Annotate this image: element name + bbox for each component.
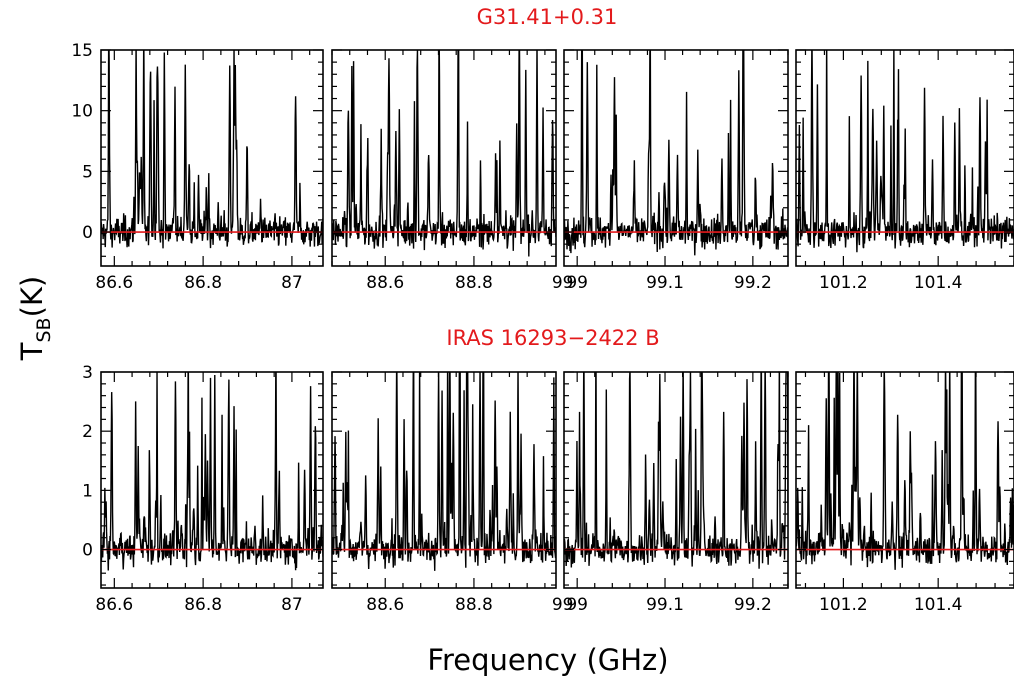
x-tick-label: 86.8 [184, 595, 222, 615]
y-axis-subscript: SB [33, 317, 55, 342]
panel-frame [331, 49, 557, 267]
x-tick-label: 101.2 [819, 273, 868, 293]
y-tick-label: 3 [82, 363, 93, 383]
panel-r2-c1: 86.6 86.8 87 0 1 2 3 [82, 363, 324, 615]
panel-r2-c3: 99 99.1 99.2 [563, 371, 789, 615]
x-tick-label: 88.8 [455, 595, 493, 615]
x-tick-label: 88.6 [366, 595, 404, 615]
x-tick-label: 87 [281, 273, 303, 293]
panel-frame [795, 49, 1014, 267]
x-tick-label: 99.2 [734, 273, 772, 293]
panel-r2-c4: 101.2 101.4 [795, 371, 1014, 615]
spectrum-line [332, 50, 556, 257]
y-tick-label: 15 [71, 41, 93, 61]
x-tick-label: 99 [552, 273, 574, 293]
spectrum-line [101, 372, 323, 571]
x-tick-label: 99 [566, 273, 588, 293]
y-tick-label: 0 [82, 223, 93, 243]
x-tick-label: 99.1 [646, 595, 684, 615]
y-axis-unit: (K) [15, 276, 49, 318]
panel-frame [563, 371, 789, 589]
x-tick-label: 87 [281, 595, 303, 615]
y-tick-label: 1 [82, 481, 93, 501]
spectrum-line [101, 50, 323, 249]
panel-r1-c3: 99 99.1 99.2 [563, 49, 789, 293]
panel-r1-c2: 88.6 88.8 99 [331, 49, 574, 293]
x-tick-label: 101.4 [914, 273, 963, 293]
x-tick-label: 86.6 [95, 595, 133, 615]
y-axis-symbol: T [15, 342, 49, 361]
spectrum-line [796, 372, 1014, 570]
y-tick-label: 2 [82, 422, 93, 442]
panel-frame [100, 49, 324, 267]
y-axis-title: TSB(K) [15, 276, 55, 361]
panel-frame [331, 371, 557, 589]
spectrum-line [564, 50, 788, 256]
panel-r2-c2: 88.6 88.8 99 [331, 371, 574, 615]
x-tick-label: 86.8 [184, 273, 222, 293]
spectrum-line [332, 372, 556, 571]
y-tick-label: 10 [71, 102, 93, 122]
x-tick-label: 101.4 [914, 595, 963, 615]
y-tick-label: 0 [82, 541, 93, 561]
x-tick-label: 99 [566, 595, 588, 615]
x-tick-label: 99 [552, 595, 574, 615]
panel-r1-c4: 101.2 101.4 [795, 49, 1014, 293]
spectrum-line [564, 372, 788, 569]
panel-frame [563, 49, 789, 267]
panel-frame [795, 371, 1014, 589]
x-tick-label: 99.2 [734, 595, 772, 615]
spectrum-line [796, 50, 1014, 253]
x-tick-label: 86.6 [95, 273, 133, 293]
x-tick-label: 88.6 [366, 273, 404, 293]
y-tick-label: 5 [82, 162, 93, 182]
x-tick-label: 101.2 [819, 595, 868, 615]
x-tick-label: 88.8 [455, 273, 493, 293]
panel-r1-c1: 86.6 86.8 87 0 5 10 15 [71, 41, 324, 293]
x-axis-title: Frequency (GHz) [427, 643, 668, 677]
panel-frame [100, 371, 324, 589]
row-title-bottom: IRAS 16293−2422 B [446, 326, 659, 350]
row-title-top: G31.41+0.31 [477, 5, 618, 29]
x-tick-label: 99.1 [646, 273, 684, 293]
